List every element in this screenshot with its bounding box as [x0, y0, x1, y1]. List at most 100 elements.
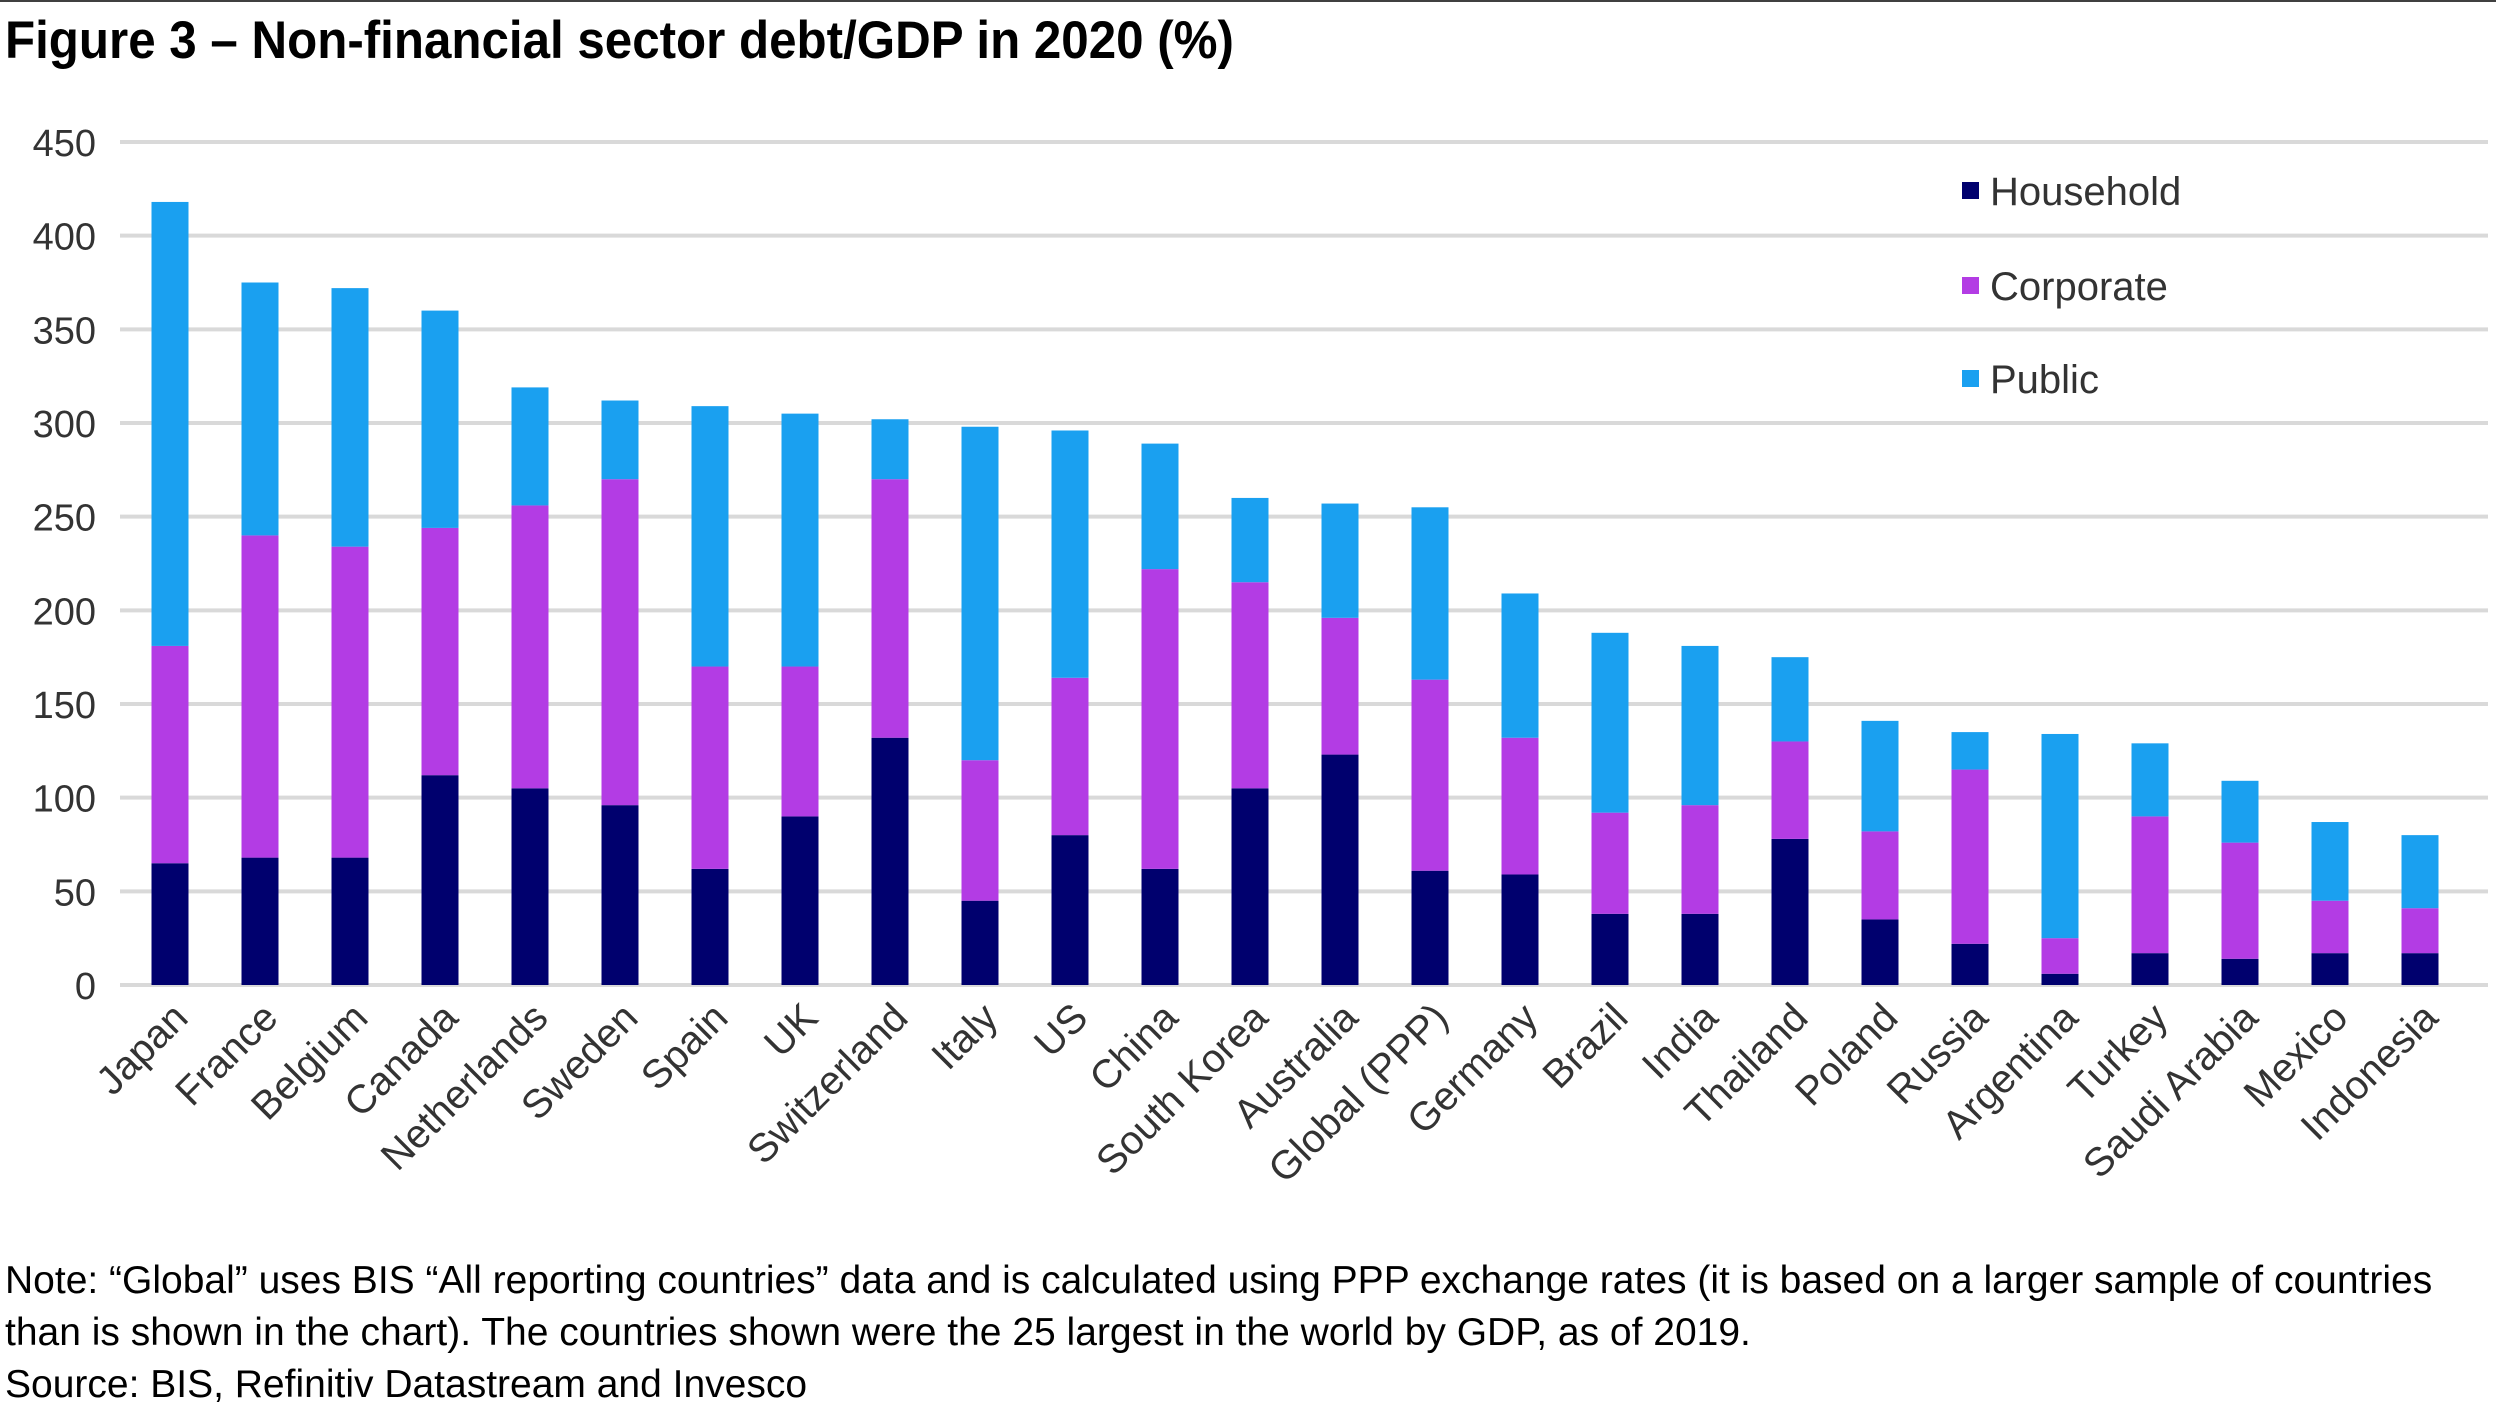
bars — [151, 201, 2439, 985]
y-tick-label: 450 — [33, 123, 96, 165]
x-tick-label: Poland — [1787, 995, 1906, 1114]
bar-corporate-us — [1051, 677, 1089, 836]
bar-public-global-ppp — [1411, 507, 1449, 680]
bar-household-global-ppp — [1411, 870, 1449, 985]
bar-household-australia — [1321, 754, 1359, 985]
bar-household-italy — [961, 900, 999, 985]
bar-household-india — [1681, 913, 1719, 985]
stacked-bar-chart: 0 50 100 150 200 250 300 350 400 450 JapanFranceB… — [33, 123, 2488, 1192]
y-tick-label: 350 — [33, 310, 96, 352]
bar-corporate-global-ppp — [1411, 679, 1449, 871]
bar-corporate-france — [241, 535, 279, 858]
bar-public-switzerland — [871, 419, 909, 480]
legend-label-public: Public — [1990, 358, 2099, 402]
bar-corporate-uk — [781, 666, 819, 817]
x-tick-label: UK — [756, 995, 827, 1066]
bar-household-sweden — [601, 805, 639, 985]
chart-title: Figure 3 – Non-financial sector debt/GDP… — [5, 11, 1234, 70]
bar-public-uk — [781, 413, 819, 667]
bar-public-japan — [151, 201, 189, 646]
bar-public-netherlands — [511, 387, 549, 506]
bar-household-switzerland — [871, 737, 909, 985]
bar-household-poland — [1861, 919, 1899, 985]
legend: Household Corporate Public — [1962, 170, 2181, 402]
bar-corporate-switzerland — [871, 479, 909, 738]
bar-household-mexico — [2311, 953, 2349, 985]
bar-household-china — [1141, 868, 1179, 985]
bar-public-india — [1681, 645, 1719, 806]
source-text: Source: BIS, Refinitiv Datastream and In… — [5, 1363, 808, 1406]
x-tick-label: Brazil — [1535, 995, 1637, 1097]
bar-household-canada — [421, 775, 459, 985]
x-axis-labels: JapanFranceBelgiumCanadaNetherlandsSwede… — [88, 995, 2447, 1192]
bar-corporate-indonesia — [2401, 908, 2439, 954]
chart-notes: Note: “Global” uses BIS “All reporting c… — [5, 1255, 2491, 1411]
bar-public-south-korea — [1231, 497, 1269, 583]
y-axis-ticks: 0 50 100 150 200 250 300 350 400 450 — [33, 123, 96, 1008]
bar-household-russia — [1951, 943, 1989, 985]
bar-public-saudi-arabia — [2221, 780, 2259, 843]
bar-household-uk — [781, 816, 819, 985]
bar-household-brazil — [1591, 913, 1629, 985]
x-tick-label: Switzerland — [739, 995, 916, 1172]
bar-corporate-japan — [151, 645, 189, 864]
y-tick-label: 0 — [75, 966, 96, 1008]
bar-corporate-australia — [1321, 617, 1359, 755]
legend-label-corporate: Corporate — [1990, 265, 2168, 309]
bar-public-germany — [1501, 593, 1539, 738]
bar-public-france — [241, 282, 279, 536]
bar-corporate-brazil — [1591, 812, 1629, 914]
bar-household-belgium — [331, 857, 369, 985]
bar-corporate-china — [1141, 569, 1179, 869]
legend-swatch-public — [1962, 370, 1979, 387]
y-tick-label: 150 — [33, 685, 96, 727]
bar-public-argentina — [2041, 733, 2079, 939]
y-tick-label: 300 — [33, 404, 96, 446]
bar-household-indonesia — [2401, 953, 2439, 985]
note-text: Note: “Global” uses BIS “All reporting c… — [5, 1259, 2433, 1354]
bar-corporate-argentina — [2041, 938, 2079, 974]
bar-public-us — [1051, 430, 1089, 678]
bar-corporate-russia — [1951, 769, 1989, 944]
y-tick-label: 250 — [33, 498, 96, 540]
bar-corporate-thailand — [1771, 741, 1809, 839]
y-tick-label: 50 — [54, 872, 96, 914]
y-tick-label: 200 — [33, 591, 96, 633]
legend-swatch-corporate — [1962, 277, 1979, 294]
bar-household-south-korea — [1231, 788, 1269, 985]
bar-public-mexico — [2311, 822, 2349, 901]
bar-household-spain — [691, 868, 729, 985]
y-tick-label: 400 — [33, 217, 96, 259]
bar-household-netherlands — [511, 788, 549, 985]
bar-corporate-spain — [691, 666, 729, 869]
bar-household-japan — [151, 863, 189, 985]
bar-public-spain — [691, 406, 729, 667]
bar-household-turkey — [2131, 953, 2169, 985]
bar-corporate-mexico — [2311, 900, 2349, 954]
legend-label-household: Household — [1990, 170, 2181, 214]
bar-corporate-belgium — [331, 546, 369, 858]
bar-public-thailand — [1771, 657, 1809, 742]
x-tick-label: Italy — [923, 995, 1006, 1078]
bar-household-france — [241, 857, 279, 985]
bar-public-brazil — [1591, 632, 1629, 813]
bar-corporate-netherlands — [511, 505, 549, 789]
bar-public-poland — [1861, 720, 1899, 832]
bar-corporate-poland — [1861, 831, 1899, 920]
legend-swatch-household — [1962, 182, 1979, 199]
bar-public-russia — [1951, 732, 1989, 770]
bar-corporate-germany — [1501, 737, 1539, 875]
bar-household-germany — [1501, 874, 1539, 985]
x-tick-label: Spain — [633, 995, 736, 1098]
x-tick-label: US — [1026, 995, 1096, 1065]
bar-corporate-saudi-arabia — [2221, 842, 2259, 959]
bar-corporate-sweden — [601, 479, 639, 806]
bar-household-thailand — [1771, 838, 1809, 985]
bar-public-china — [1141, 443, 1179, 570]
bar-household-argentina — [2041, 973, 2079, 985]
bar-corporate-canada — [421, 527, 459, 776]
bar-household-us — [1051, 835, 1089, 985]
bar-corporate-italy — [961, 760, 999, 901]
bar-corporate-india — [1681, 805, 1719, 914]
